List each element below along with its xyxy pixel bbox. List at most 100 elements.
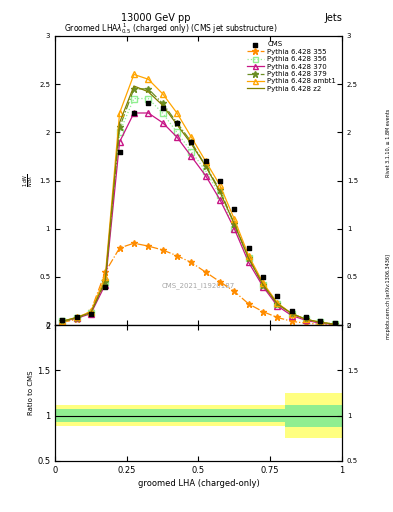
Pythia 6.428 356 xyxy=(275,301,280,307)
Y-axis label: Ratio to CMS: Ratio to CMS xyxy=(28,371,34,415)
Pythia 6.428 356 xyxy=(132,95,136,101)
Pythia 6.428 379 xyxy=(304,316,309,323)
Pythia 6.428 370 xyxy=(103,282,108,288)
Pythia 6.428 370 xyxy=(160,120,165,126)
Pythia 6.428 356 xyxy=(146,95,151,101)
Pythia 6.428 ambt1 xyxy=(246,252,251,259)
Pythia 6.428 379 xyxy=(203,163,208,169)
Pythia 6.428 ambt1 xyxy=(174,110,179,116)
Pythia 6.428 356 xyxy=(304,316,309,323)
Pythia 6.428 ambt1 xyxy=(275,300,280,306)
Text: mcplots.cern.ch [arXiv:1306.3436]: mcplots.cern.ch [arXiv:1306.3436] xyxy=(386,254,391,339)
CMS xyxy=(102,283,108,291)
CMS xyxy=(174,119,180,127)
Text: CMS_2021_I1920187: CMS_2021_I1920187 xyxy=(162,283,235,289)
Pythia 6.428 355 xyxy=(318,321,323,327)
Pythia 6.428 356 xyxy=(117,129,122,135)
Pythia 6.428 379 xyxy=(103,279,108,285)
Pythia 6.428 355 xyxy=(60,319,64,325)
CMS xyxy=(317,317,323,326)
Pythia 6.428 ambt1 xyxy=(203,158,208,164)
Pythia 6.428 370 xyxy=(304,317,309,324)
Line: Pythia 6.428 z2: Pythia 6.428 z2 xyxy=(62,86,335,324)
Pythia 6.428 370 xyxy=(218,197,222,203)
X-axis label: groomed LHA (charged-only): groomed LHA (charged-only) xyxy=(138,479,259,488)
Legend: CMS, Pythia 6.428 355, Pythia 6.428 356, Pythia 6.428 370, Pythia 6.428 379, Pyt: CMS, Pythia 6.428 355, Pythia 6.428 356,… xyxy=(244,39,338,94)
Pythia 6.428 370 xyxy=(203,173,208,179)
Pythia 6.428 356 xyxy=(332,321,337,327)
Pythia 6.428 355 xyxy=(304,320,309,326)
Pythia 6.428 355 xyxy=(132,240,136,246)
Pythia 6.428 355 xyxy=(160,247,165,253)
Pythia 6.428 370 xyxy=(117,139,122,145)
Pythia 6.428 370 xyxy=(74,315,79,322)
CMS xyxy=(332,319,338,327)
Pythia 6.428 355 xyxy=(103,269,108,275)
Pythia 6.428 z2 xyxy=(203,163,208,169)
Pythia 6.428 379 xyxy=(146,86,151,92)
CMS xyxy=(160,104,166,112)
Pythia 6.428 ambt1 xyxy=(117,110,122,116)
Pythia 6.428 355 xyxy=(232,288,237,294)
Pythia 6.428 z2 xyxy=(146,89,151,95)
Pythia 6.428 z2 xyxy=(289,311,294,317)
Line: Pythia 6.428 379: Pythia 6.428 379 xyxy=(59,86,338,328)
Pythia 6.428 379 xyxy=(174,120,179,126)
Pythia 6.428 379 xyxy=(88,310,93,316)
Pythia 6.428 356 xyxy=(88,310,93,316)
Pythia 6.428 356 xyxy=(189,148,194,155)
Pythia 6.428 356 xyxy=(232,226,237,232)
Pythia 6.428 379 xyxy=(246,254,251,261)
Pythia 6.428 356 xyxy=(289,311,294,317)
CMS xyxy=(188,138,195,146)
Pythia 6.428 ambt1 xyxy=(332,321,337,327)
Pythia 6.428 355 xyxy=(203,269,208,275)
Text: Jets: Jets xyxy=(324,13,342,23)
Pythia 6.428 370 xyxy=(232,226,237,232)
Pythia 6.428 379 xyxy=(275,301,280,307)
Pythia 6.428 356 xyxy=(246,254,251,261)
Pythia 6.428 ambt1 xyxy=(132,71,136,77)
Pythia 6.428 370 xyxy=(189,153,194,159)
Pythia 6.428 356 xyxy=(203,168,208,174)
CMS xyxy=(217,177,223,185)
Pythia 6.428 379 xyxy=(218,187,222,193)
Pythia 6.428 370 xyxy=(132,110,136,116)
Pythia 6.428 379 xyxy=(74,315,79,322)
Pythia 6.428 379 xyxy=(132,86,136,92)
Pythia 6.428 379 xyxy=(261,282,265,288)
Pythia 6.428 ambt1 xyxy=(60,318,64,325)
CMS xyxy=(288,307,295,315)
CMS xyxy=(231,205,237,214)
Pythia 6.428 370 xyxy=(289,312,294,318)
Pythia 6.428 ambt1 xyxy=(218,182,222,188)
CMS xyxy=(303,313,309,322)
CMS xyxy=(260,273,266,281)
Pythia 6.428 355 xyxy=(246,301,251,307)
Pythia 6.428 355 xyxy=(146,243,151,249)
Pythia 6.428 379 xyxy=(160,100,165,106)
Pythia 6.428 355 xyxy=(74,316,79,323)
CMS xyxy=(145,99,151,108)
Pythia 6.428 356 xyxy=(261,282,265,288)
Pythia 6.428 355 xyxy=(289,318,294,325)
Text: 13000 GeV pp: 13000 GeV pp xyxy=(121,13,190,23)
Pythia 6.428 ambt1 xyxy=(103,274,108,280)
Pythia 6.428 z2 xyxy=(318,319,323,325)
Pythia 6.428 370 xyxy=(246,260,251,266)
Pythia 6.428 355 xyxy=(88,308,93,314)
Line: Pythia 6.428 355: Pythia 6.428 355 xyxy=(59,240,338,328)
Pythia 6.428 370 xyxy=(332,321,337,327)
Pythia 6.428 379 xyxy=(189,139,194,145)
CMS xyxy=(116,147,123,156)
Pythia 6.428 ambt1 xyxy=(289,311,294,317)
Pythia 6.428 z2 xyxy=(60,318,64,325)
CMS xyxy=(131,109,137,117)
Pythia 6.428 370 xyxy=(60,318,64,325)
Pythia 6.428 379 xyxy=(332,321,337,327)
Pythia 6.428 356 xyxy=(60,318,64,325)
Pythia 6.428 370 xyxy=(261,284,265,290)
Line: Pythia 6.428 370: Pythia 6.428 370 xyxy=(59,110,338,327)
Pythia 6.428 ambt1 xyxy=(146,76,151,82)
Pythia 6.428 ambt1 xyxy=(318,319,323,325)
